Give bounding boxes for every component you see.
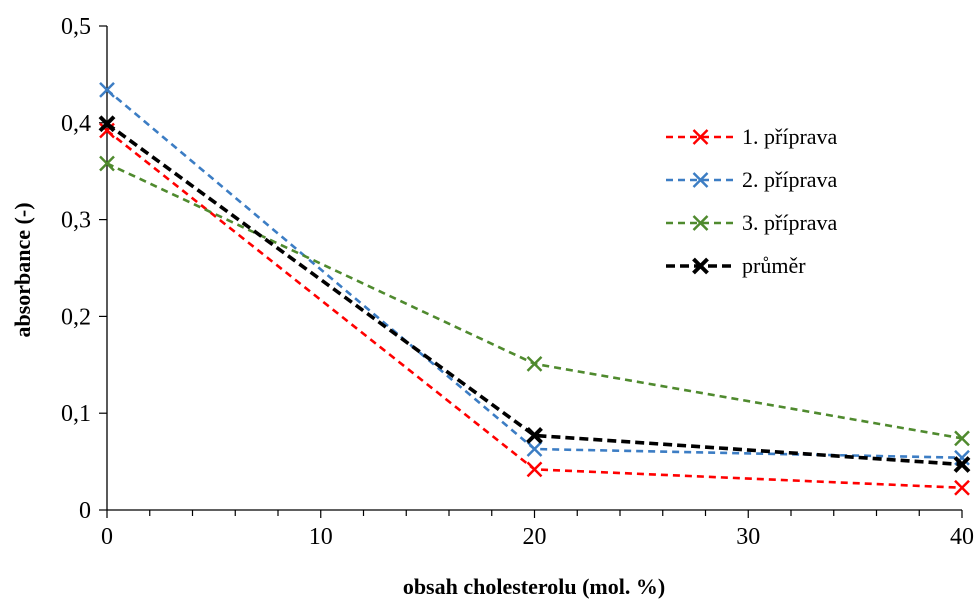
legend-item: 1. příprava [666,124,838,149]
data-point-marker [526,427,543,444]
legend-label: 1. příprava [742,124,838,149]
legend: 1. příprava 2. příprava 3. příprava průměr [666,124,838,278]
x-axis-title: obsah cholesterolu (mol. %) [403,574,665,599]
y-tick-label: 0,3 [61,208,91,234]
plot-area [98,82,971,496]
legend-item: 2. příprava [666,167,838,192]
y-tick-label: 0,1 [61,401,91,427]
legend-item: průměr [666,253,806,278]
legend-label: průměr [742,253,806,278]
series-2 [99,82,970,466]
x-tick-label: 10 [309,524,333,550]
x-tick-label: 20 [523,524,547,550]
x-tick-label: 40 [950,524,974,550]
series-line [106,162,963,440]
data-point-marker [98,115,116,133]
legend-swatch-marker [692,172,709,188]
data-point-marker [953,456,971,473]
y-tick-label: 0,4 [61,111,91,137]
x-tick-label: 30 [736,524,760,550]
data-point-marker [99,82,115,98]
y-tick-label: 0 [79,498,91,524]
data-point-marker [954,479,970,496]
legend-label: 3. příprava [742,210,838,235]
axes: 0 10 20 30 40 0 0,1 0,2 0,3 0,4 0,5 [61,14,974,550]
data-point-marker [954,430,970,447]
legend-swatch-marker [692,215,709,231]
series-line [105,122,963,467]
data-point-marker [99,155,115,172]
series-3 [99,155,970,447]
legend-swatch-marker [692,257,709,275]
series-4 [98,115,971,473]
x-tick-label: 0 [101,524,113,550]
legend-item: 3. příprava [666,210,838,235]
data-point-marker [526,355,543,372]
data-point-marker [526,441,543,457]
legend-label: 2. příprava [742,167,838,192]
data-point-marker [526,461,543,478]
series-1 [99,122,970,496]
y-axis-title: absorbance (-) [10,202,35,337]
y-tick-label: 0,2 [61,304,91,330]
y-tick-label: 0,5 [61,14,91,40]
legend-swatch-marker [692,129,709,145]
